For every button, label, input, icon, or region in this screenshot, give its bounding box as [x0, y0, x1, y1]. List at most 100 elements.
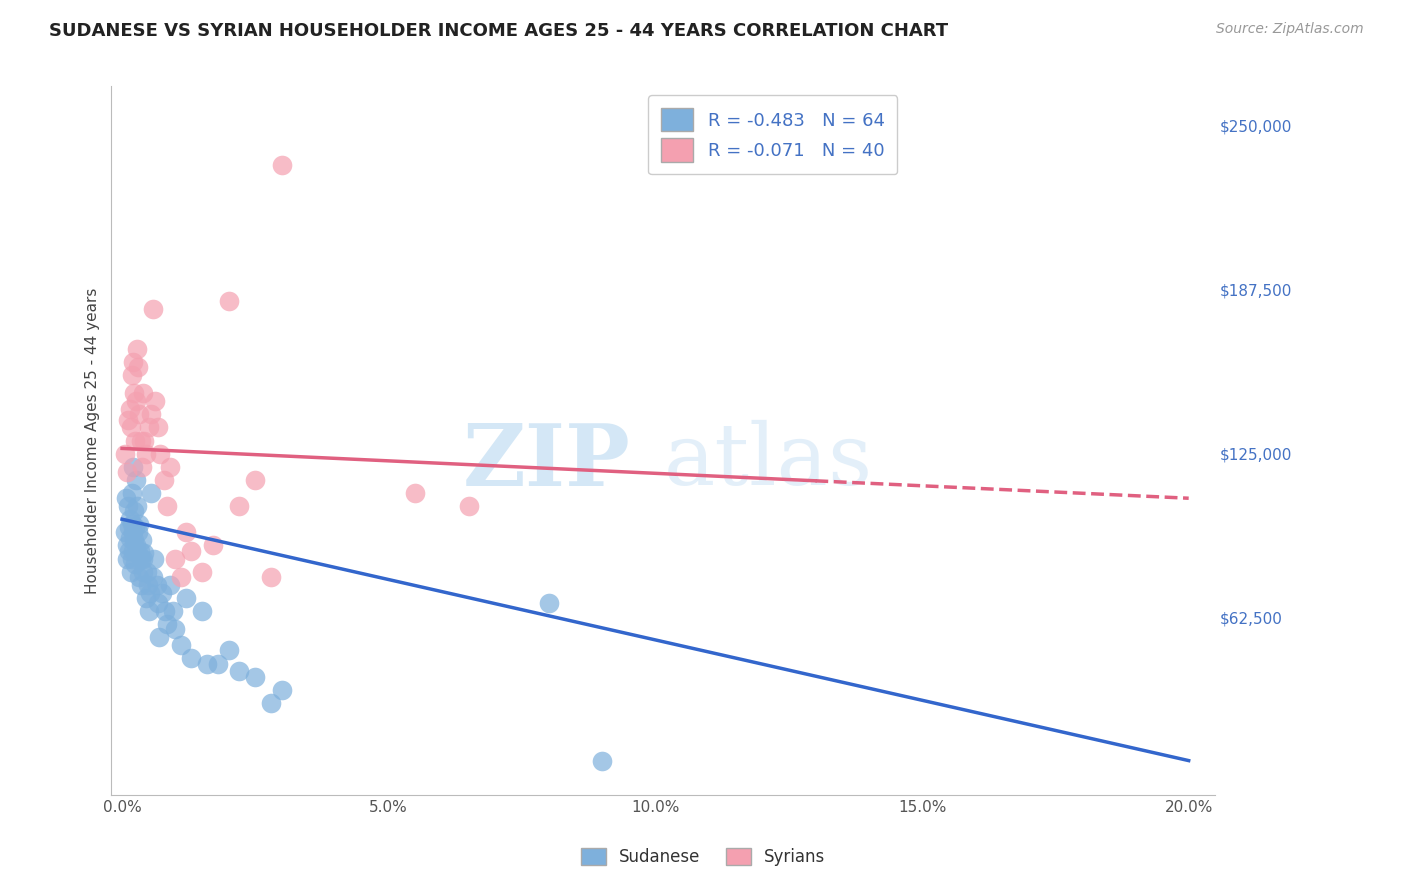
Point: [121, 551, 143, 566]
Point: [148, 630, 170, 644]
Point: [170, 638, 193, 652]
Point: [128, 407, 150, 421]
Point: [118, 402, 141, 417]
Point: [141, 486, 163, 500]
Point: [228, 499, 250, 513]
Point: [228, 665, 250, 679]
Point: [124, 434, 146, 448]
Legend: R = -0.483   N = 64, R = -0.071   N = 40: R = -0.483 N = 64, R = -0.071 N = 40: [648, 95, 897, 174]
Point: [124, 520, 146, 534]
Point: [117, 412, 139, 426]
Point: [145, 578, 167, 592]
Point: [129, 551, 152, 566]
Point: [149, 447, 172, 461]
Point: [134, 434, 156, 448]
Point: [245, 473, 267, 487]
Point: [218, 643, 240, 657]
Point: [207, 657, 229, 671]
Point: [537, 596, 560, 610]
Point: [127, 525, 149, 540]
Point: [138, 604, 160, 618]
Point: [114, 447, 136, 461]
Point: [114, 525, 136, 540]
Point: [159, 578, 181, 592]
Text: atlas: atlas: [664, 420, 873, 503]
Point: [135, 591, 157, 605]
Y-axis label: Householder Income Ages 25 - 44 years: Householder Income Ages 25 - 44 years: [86, 287, 100, 594]
Point: [131, 459, 153, 474]
Text: SUDANESE VS SYRIAN HOUSEHOLDER INCOME AGES 25 - 44 YEARS CORRELATION CHART: SUDANESE VS SYRIAN HOUSEHOLDER INCOME AG…: [49, 22, 948, 40]
Point: [152, 473, 174, 487]
Point: [139, 585, 162, 599]
Point: [404, 486, 426, 500]
Point: [143, 551, 166, 566]
Point: [271, 158, 294, 172]
Point: [118, 543, 141, 558]
Point: [122, 504, 145, 518]
Point: [120, 531, 142, 545]
Point: [117, 539, 139, 553]
Point: [260, 696, 283, 710]
Point: [271, 682, 294, 697]
Point: [120, 565, 142, 579]
Point: [118, 520, 141, 534]
Point: [124, 557, 146, 571]
Point: [121, 517, 143, 532]
Point: [159, 459, 181, 474]
Point: [132, 386, 155, 401]
Text: ZIP: ZIP: [463, 420, 630, 504]
Point: [129, 578, 152, 592]
Point: [197, 657, 219, 671]
Point: [117, 551, 139, 566]
Point: [121, 355, 143, 369]
Point: [156, 617, 179, 632]
Point: [218, 294, 240, 309]
Point: [132, 551, 155, 566]
Point: [115, 491, 138, 506]
Point: [180, 651, 202, 665]
Point: [135, 565, 157, 579]
Point: [121, 368, 143, 382]
Point: [128, 543, 150, 558]
Point: [457, 499, 479, 513]
Point: [129, 434, 152, 448]
Point: [141, 407, 163, 421]
Point: [148, 596, 170, 610]
Point: [143, 394, 166, 409]
Point: [191, 565, 214, 579]
Point: [165, 551, 187, 566]
Point: [153, 604, 176, 618]
Point: [191, 604, 214, 618]
Point: [131, 533, 153, 548]
Point: [128, 517, 150, 532]
Point: [128, 570, 150, 584]
Point: [127, 360, 149, 375]
Point: [121, 486, 143, 500]
Point: [156, 499, 179, 513]
Point: [260, 570, 283, 584]
Point: [170, 570, 193, 584]
Point: [162, 604, 184, 618]
Text: Source: ZipAtlas.com: Source: ZipAtlas.com: [1216, 22, 1364, 37]
Point: [125, 499, 148, 513]
Point: [125, 539, 148, 553]
Point: [165, 623, 187, 637]
Point: [121, 525, 143, 540]
Point: [121, 459, 143, 474]
Legend: Sudanese, Syrians: Sudanese, Syrians: [572, 840, 834, 875]
Point: [124, 533, 146, 548]
Point: [120, 420, 142, 434]
Point: [142, 302, 165, 317]
Point: [138, 420, 160, 434]
Point: [117, 465, 139, 479]
Point: [135, 447, 157, 461]
Point: [120, 512, 142, 526]
Point: [117, 499, 139, 513]
Point: [201, 539, 224, 553]
Point: [125, 342, 148, 356]
Point: [132, 565, 155, 579]
Point: [150, 585, 173, 599]
Point: [125, 394, 148, 409]
Point: [591, 754, 613, 768]
Point: [180, 543, 202, 558]
